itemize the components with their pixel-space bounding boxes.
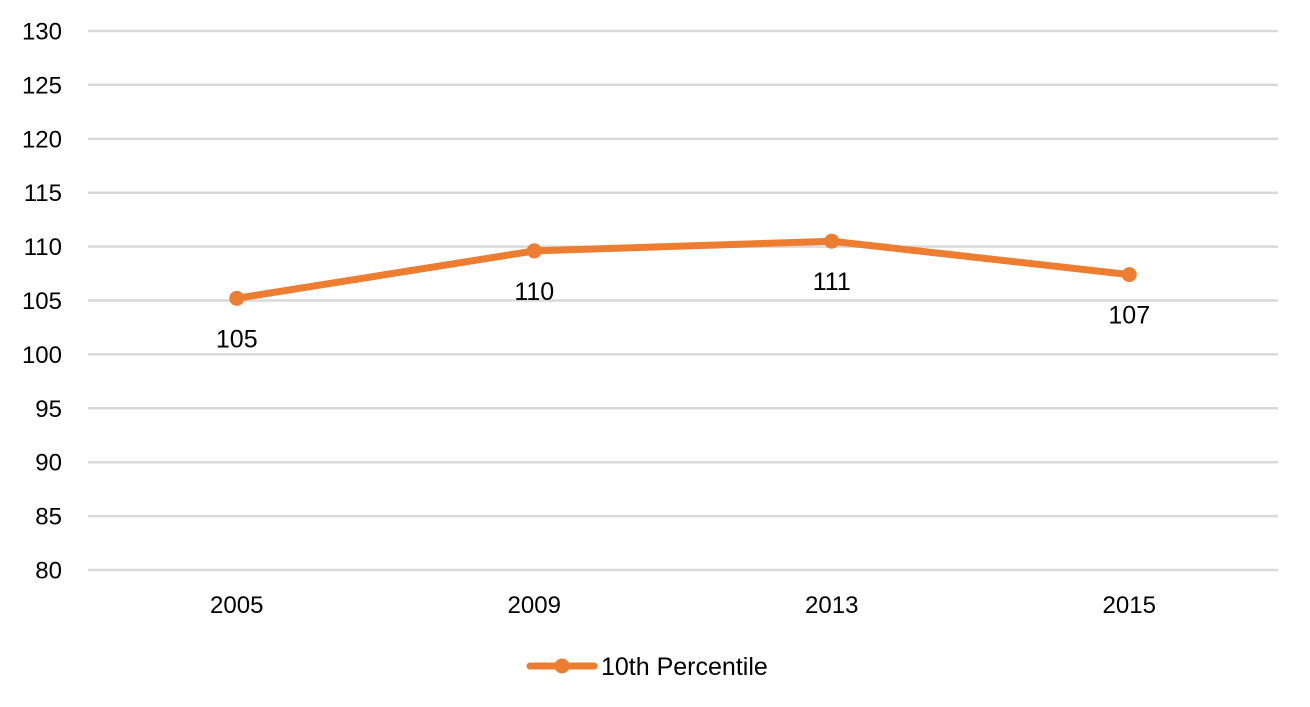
y-tick-label: 80 bbox=[35, 558, 62, 585]
y-tick-label: 125 bbox=[22, 72, 62, 99]
x-tick-label: 2015 bbox=[1103, 592, 1156, 619]
data-point-2009 bbox=[526, 243, 542, 259]
y-tick-label: 120 bbox=[22, 126, 62, 153]
y-tick-label: 85 bbox=[35, 504, 62, 531]
x-axis-tick-labels: 2005 2009 2013 2015 bbox=[210, 592, 1156, 619]
y-tick-label: 105 bbox=[22, 288, 62, 315]
data-label-2015: 107 bbox=[1108, 302, 1150, 330]
y-tick-label: 100 bbox=[22, 342, 62, 369]
y-tick-label: 130 bbox=[22, 19, 62, 46]
data-point-2015 bbox=[1121, 267, 1137, 283]
series-line bbox=[233, 237, 1133, 302]
x-tick-label: 2005 bbox=[210, 592, 263, 619]
data-labels: 105 110 111 107 bbox=[216, 268, 1150, 353]
data-point-2005 bbox=[229, 290, 245, 306]
legend-marker bbox=[554, 658, 570, 674]
x-tick-label: 2013 bbox=[805, 592, 858, 619]
data-label-2005: 105 bbox=[216, 325, 258, 353]
series-layer bbox=[229, 233, 1137, 306]
y-tick-label: 90 bbox=[35, 450, 62, 477]
data-label-2009: 110 bbox=[514, 278, 554, 306]
x-tick-label: 2009 bbox=[508, 592, 561, 619]
y-tick-label: 110 bbox=[24, 234, 62, 261]
legend-label: 10th Percentile bbox=[601, 653, 768, 681]
y-tick-label: 95 bbox=[35, 396, 62, 423]
y-tick-label: 115 bbox=[24, 180, 62, 207]
legend: 10th Percentile bbox=[526, 653, 768, 681]
y-axis-tick-labels: 80 85 90 95 100 105 110 115 120 125 130 bbox=[22, 19, 62, 585]
gridlines bbox=[88, 29, 1278, 572]
data-label-2013: 111 bbox=[813, 268, 851, 296]
data-point-2013 bbox=[824, 233, 840, 249]
